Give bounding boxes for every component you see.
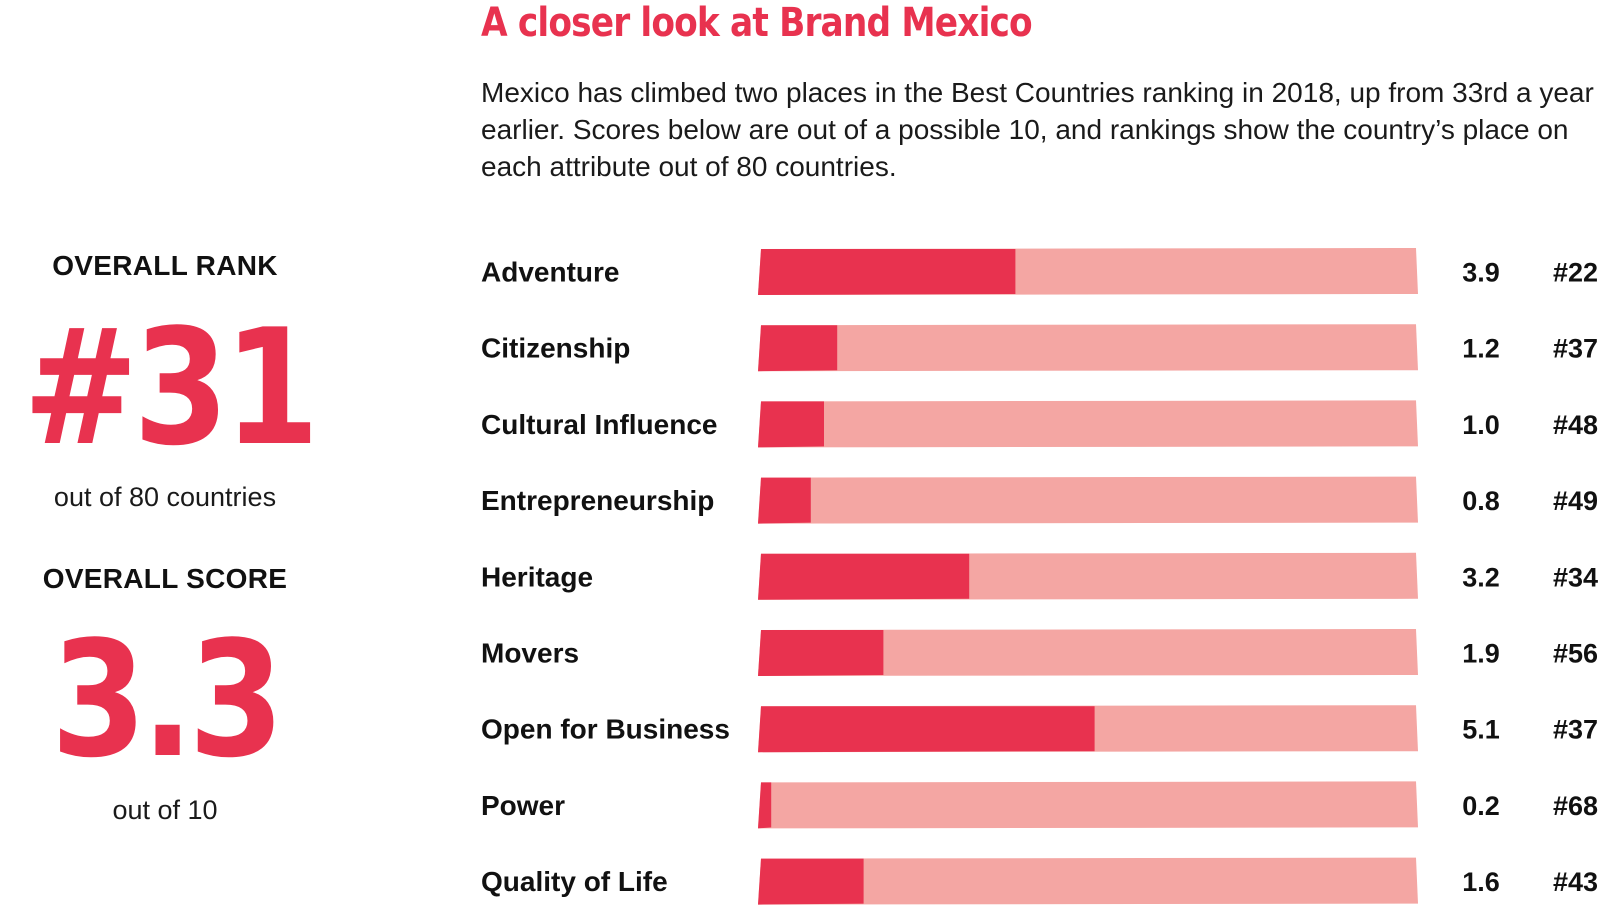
rank-label: #48: [1553, 410, 1598, 440]
overall-score-note: out of 10: [112, 795, 218, 825]
bar-row: Entrepreneurship 0.8 #49: [481, 476, 1598, 524]
bar: [758, 782, 772, 829]
page-subtitle: Mexico has climbed two places in the Bes…: [481, 77, 1594, 182]
bar-row: Citizenship 1.2 #37: [481, 324, 1598, 372]
rank-label: #43: [1553, 867, 1598, 897]
rank-label: #68: [1553, 791, 1598, 821]
bar-row: Heritage 3.2 #34: [481, 552, 1598, 600]
value-label: 1.0: [1462, 410, 1500, 440]
bar: [758, 630, 884, 676]
bar: [758, 858, 864, 905]
bar-row: Movers 1.9 #56: [481, 629, 1598, 676]
bar: [758, 706, 1095, 753]
category-label: Entrepreneurship: [481, 485, 714, 516]
rank-label: #22: [1553, 258, 1598, 288]
overall-score-label: OVERALL SCORE: [42, 563, 288, 594]
bar-track: [758, 324, 1418, 372]
bar-row: Power 0.2 #68: [481, 781, 1598, 829]
value-label: 5.1: [1462, 715, 1500, 745]
category-label: Movers: [481, 638, 579, 669]
page-title: A closer look at Brand Mexico: [481, 0, 1033, 46]
bar-row: Adventure 3.9 #22: [481, 248, 1598, 295]
bar-row: Quality of Life 1.6 #43: [481, 857, 1598, 905]
value-label: 3.9: [1462, 258, 1500, 288]
overall-rank-note: out of 80 countries: [53, 482, 277, 512]
bar: [758, 249, 1016, 295]
bar-row: Open for Business 5.1 #37: [481, 705, 1598, 753]
rank-label: #56: [1553, 639, 1598, 669]
category-label: Quality of Life: [481, 866, 668, 897]
bar: [758, 553, 970, 600]
bar: [758, 477, 811, 524]
value-label: 3.2: [1462, 562, 1500, 592]
value-label: 1.6: [1462, 867, 1500, 897]
category-label: Open for Business: [481, 714, 730, 745]
rank-label: #37: [1553, 715, 1598, 745]
bar-track: [758, 857, 1418, 905]
bar-track: [758, 781, 1418, 829]
overall-rank-label: OVERALL RANK: [52, 250, 278, 281]
value-label: 1.2: [1462, 334, 1500, 364]
rank-label: #49: [1553, 486, 1598, 516]
bar-track: [758, 476, 1418, 524]
category-label: Power: [481, 790, 565, 821]
category-label: Heritage: [481, 561, 593, 592]
category-label: Citizenship: [481, 333, 630, 364]
category-label: Cultural Influence: [481, 409, 717, 440]
overall-score-value: 3.3: [50, 606, 284, 793]
value-label: 1.9: [1462, 639, 1500, 669]
bar-row: Cultural Influence 1.0 #48: [481, 400, 1598, 448]
bar-track: [758, 400, 1418, 448]
overall-rank-value: #31: [23, 294, 319, 481]
bar: [758, 401, 824, 448]
category-label: Adventure: [481, 257, 619, 288]
bar-track: [758, 629, 1418, 676]
value-label: 0.8: [1462, 486, 1500, 516]
rank-label: #37: [1553, 334, 1598, 364]
value-label: 0.2: [1462, 791, 1500, 821]
rank-label: #34: [1553, 562, 1598, 592]
bar: [758, 325, 838, 372]
